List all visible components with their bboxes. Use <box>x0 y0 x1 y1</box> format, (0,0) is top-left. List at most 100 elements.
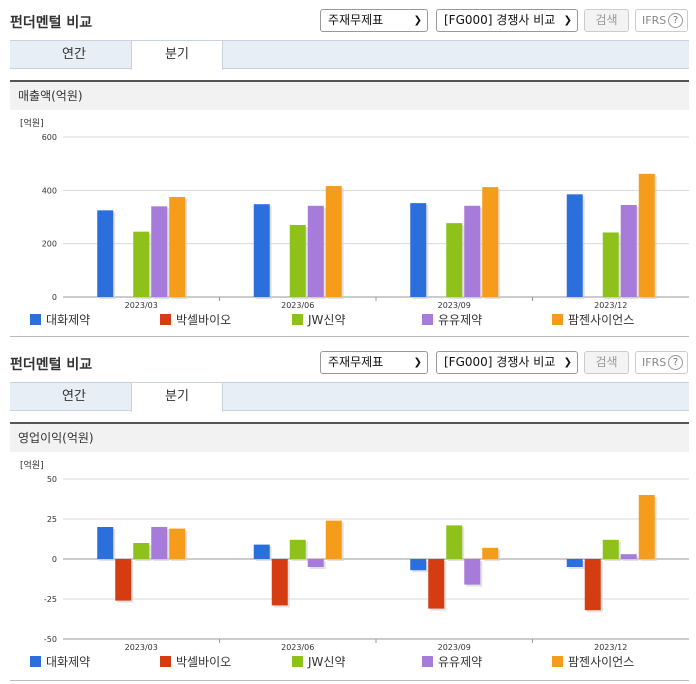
legend-swatch <box>160 656 171 667</box>
bar-2023-03-3 <box>151 527 168 559</box>
y-tick-label: 600 <box>42 133 57 142</box>
peer-select-value: [FG000] 경쟁사 비교 <box>444 355 556 369</box>
legend-item[interactable]: JW신약 <box>292 654 346 670</box>
bar-2023-12-3 <box>620 205 637 297</box>
bar-2023-06-1 <box>271 559 288 606</box>
y-tick-label: 25 <box>47 515 57 524</box>
bar-2023-06-0 <box>253 544 270 559</box>
help-icon[interactable]: ? <box>668 13 683 28</box>
tab-annual[interactable]: 연간 <box>62 389 86 404</box>
tab-quarterly[interactable]: 분기 <box>131 383 223 412</box>
x-tick-label: 2023/09 <box>438 301 471 310</box>
statement-select[interactable]: 주재무제표 ❯ <box>320 9 428 32</box>
legend-item[interactable]: 팜젠사이언스 <box>552 654 634 670</box>
bar-2023-06-3 <box>307 559 324 567</box>
fundamental-panel-operating-profit: 펀더멘털 비교 주재무제표 ❯ [FG000] 경쟁사 비교 ❯ 검색 IFRS… <box>0 342 696 684</box>
panel-title: 펀더멘털 비교 <box>10 357 93 373</box>
peer-select-value: [FG000] 경쟁사 비교 <box>444 13 556 27</box>
section-title: 영업이익(억원) <box>10 422 689 452</box>
divider <box>10 680 689 681</box>
period-tabs: 연간 분기 <box>10 40 689 70</box>
section-title: 매출액(억원) <box>10 80 689 110</box>
bar-2023-12-4 <box>638 495 655 559</box>
y-tick-label: 200 <box>42 240 57 249</box>
bar-2023-09-0 <box>410 559 427 571</box>
legend-item[interactable]: JW신약 <box>292 312 346 328</box>
bar-2023-12-3 <box>620 554 637 559</box>
search-button[interactable]: 검색 <box>584 351 629 374</box>
y-axis-unit-label: [억원] <box>20 459 44 471</box>
peer-select[interactable]: [FG000] 경쟁사 비교 ❯ <box>436 351 578 374</box>
legend-item[interactable]: 대화제약 <box>30 312 90 328</box>
bar-2023-12-4 <box>638 173 655 297</box>
bar-2023-03-3 <box>151 206 168 297</box>
bar-2023-12-2 <box>602 232 619 297</box>
bar-2023-03-2 <box>133 231 150 297</box>
bar-2023-06-4 <box>325 186 342 297</box>
bar-2023-03-2 <box>133 543 150 559</box>
legend-swatch <box>160 314 171 325</box>
bar-2023-03-0 <box>97 210 114 297</box>
bar-2023-12-2 <box>602 539 619 559</box>
period-tabs: 연간 분기 <box>10 382 689 412</box>
ifrs-button[interactable]: IFRS ? <box>635 9 688 32</box>
x-tick-label: 2023/12 <box>594 301 627 310</box>
legend-swatch <box>30 314 41 325</box>
legend-swatch <box>422 656 433 667</box>
bar-2023-09-4 <box>482 187 499 297</box>
legend-swatch <box>292 656 303 667</box>
fundamental-panel-revenue: 펀더멘털 비교 주재무제표 ❯ [FG000] 경쟁사 비교 ❯ 검색 IFRS… <box>0 0 696 340</box>
y-tick-label: 0 <box>52 293 57 302</box>
legend-label: JW신약 <box>308 313 346 327</box>
bar-2023-09-4 <box>482 547 499 559</box>
revenue-bar-chart: [억원] 0 200 400 600 2023/03 2023/06 2023/09 2023/… <box>20 117 689 310</box>
panel-header: 펀더멘털 비교 주재무제표 ❯ [FG000] 경쟁사 비교 ❯ 검색 IFRS… <box>0 342 696 382</box>
bar-2023-09-2 <box>446 223 463 297</box>
legend-label: 박셀바이오 <box>176 313 232 327</box>
bar-2023-09-3 <box>464 205 481 297</box>
legend-item[interactable]: 팜젠사이언스 <box>552 312 634 328</box>
legend-swatch <box>552 314 563 325</box>
x-tick-label: 2023/03 <box>125 643 158 652</box>
legend-label: 유유제약 <box>438 655 483 669</box>
legend-item[interactable]: 유유제약 <box>422 654 482 670</box>
ifrs-label: IFRS <box>642 356 667 369</box>
x-tick-label: 2023/06 <box>281 643 314 652</box>
bar-2023-06-4 <box>325 520 342 559</box>
bar-2023-03-4 <box>169 528 186 559</box>
legend-swatch <box>552 656 563 667</box>
statement-select-value: 주재무제표 <box>328 355 384 369</box>
x-tick-label: 2023/06 <box>281 301 314 310</box>
legend-item[interactable]: 유유제약 <box>422 312 482 328</box>
search-button[interactable]: 검색 <box>584 9 629 32</box>
statement-select-value: 주재무제표 <box>328 13 384 27</box>
legend-item[interactable]: 대화제약 <box>30 654 90 670</box>
x-tick-label: 2023/03 <box>125 301 158 310</box>
operating-profit-bar-chart: [억원] -50 -25 0 25 50 2023/03 2023/06 2023/09 2023… <box>20 459 689 652</box>
legend-label: JW신약 <box>308 655 346 669</box>
legend-item[interactable]: 박셀바이오 <box>160 654 231 670</box>
peer-select[interactable]: [FG000] 경쟁사 비교 ❯ <box>436 9 578 32</box>
help-icon[interactable]: ? <box>668 355 683 370</box>
bar-2023-06-0 <box>253 204 270 297</box>
statement-select[interactable]: 주재무제표 ❯ <box>320 351 428 374</box>
bar-2023-12-0 <box>566 559 583 567</box>
legend-swatch <box>422 314 433 325</box>
legend-swatch <box>30 656 41 667</box>
tab-annual[interactable]: 연간 <box>62 47 86 62</box>
panel-header: 펀더멘털 비교 주재무제표 ❯ [FG000] 경쟁사 비교 ❯ 검색 IFRS… <box>0 0 696 40</box>
panel-title: 펀더멘털 비교 <box>10 15 93 31</box>
tab-quarterly[interactable]: 분기 <box>131 41 223 70</box>
bar-2023-03-0 <box>97 527 114 559</box>
legend-swatch <box>292 314 303 325</box>
y-tick-label: 50 <box>47 475 57 484</box>
bar-2023-09-1 <box>428 559 445 609</box>
legend-label: 유유제약 <box>438 313 483 327</box>
ifrs-button[interactable]: IFRS ? <box>635 351 688 374</box>
bar-2023-09-3 <box>464 559 481 585</box>
bar-2023-06-2 <box>289 539 306 559</box>
legend-label: 팜젠사이언스 <box>568 655 635 669</box>
legend-item[interactable]: 박셀바이오 <box>160 312 231 328</box>
bar-2023-09-2 <box>446 525 463 559</box>
ifrs-label: IFRS <box>642 14 667 27</box>
